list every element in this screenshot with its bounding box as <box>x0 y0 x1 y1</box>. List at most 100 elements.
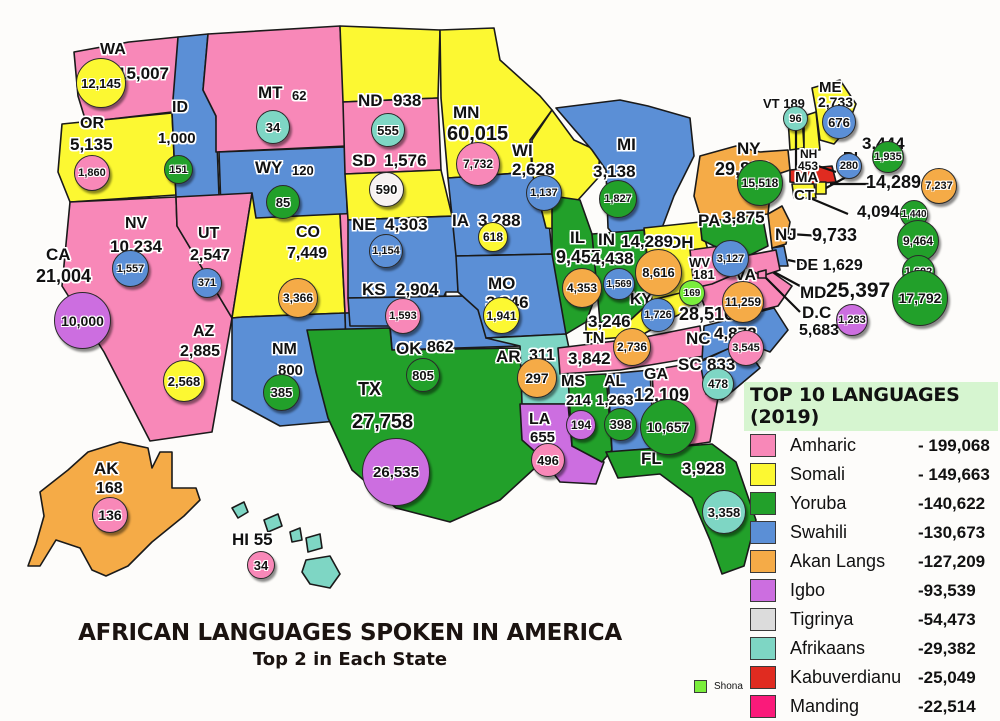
bubble-SC[interactable]: 478 <box>702 368 734 400</box>
bubble-IN[interactable]: 1,569 <box>603 268 635 300</box>
bubble-NV[interactable]: 1,557 <box>112 250 149 287</box>
legend-row-manding[interactable]: Manding -22,514 <box>750 692 998 721</box>
bubble-TX[interactable]: 26,535 <box>362 438 430 506</box>
state-DC[interactable] <box>757 269 767 279</box>
legend-row-akan-langs[interactable]: Akan Langs -127,209 <box>750 547 998 576</box>
bubble-MD[interactable]: 17,792 <box>892 270 948 326</box>
bubble-WY[interactable]: 85 <box>266 185 300 219</box>
legend-label: Tigrinya <box>790 609 854 629</box>
state-RI[interactable] <box>815 181 827 195</box>
bubble-KS[interactable]: 1,593 <box>385 298 421 334</box>
legend-label: Igbo <box>790 580 826 600</box>
state-MN[interactable] <box>439 27 553 179</box>
legend-swatch-amharic <box>750 434 776 457</box>
leader-de <box>787 258 817 268</box>
legend-row-somali[interactable]: Somali - 149,663 <box>750 460 998 489</box>
bubble-IL[interactable]: 4,353 <box>562 268 602 308</box>
bubble-ME[interactable]: 676 <box>822 105 856 139</box>
legend-swatch-somali <box>750 463 776 486</box>
legend-row-kabuverdianu[interactable]: Kabuverdianu -25,049 <box>750 663 998 692</box>
bubble-TN[interactable]: 2,736 <box>613 328 651 366</box>
bubble-RI[interactable]: 1,935 <box>872 141 904 173</box>
bubble-PA[interactable]: 3,127 <box>712 240 749 277</box>
legend-label: Swahili <box>790 522 848 542</box>
bubble-WV[interactable]: 169 <box>679 280 705 306</box>
bubble-NH[interactable]: 280 <box>836 153 862 179</box>
state-NH[interactable] <box>803 111 821 151</box>
legend-row-swahili[interactable]: Swahili -130,673 <box>750 518 998 547</box>
bubble-HI[interactable]: 34 <box>247 551 275 579</box>
state-NJ[interactable] <box>767 205 791 249</box>
bubble-MT[interactable]: 34 <box>256 110 290 144</box>
bubble-NY[interactable]: 15,518 <box>737 160 783 206</box>
bubble-OK[interactable]: 805 <box>406 358 440 392</box>
legend-extra-shona: Shona <box>694 680 743 693</box>
legend-label: Manding <box>790 696 860 716</box>
bubble-VA[interactable]: 11,259 <box>722 281 764 323</box>
state-FL[interactable] <box>605 443 757 575</box>
legend-label-shona: Shona <box>714 681 743 692</box>
state-CT[interactable] <box>791 183 817 199</box>
state-MI[interactable] <box>555 99 695 251</box>
bubble-OH[interactable]: 8,616 <box>635 249 682 296</box>
bubble-KY[interactable]: 1,726 <box>641 298 675 332</box>
legend-swatch-igbo <box>750 579 776 602</box>
bubble-MN[interactable]: 7,732 <box>456 142 500 186</box>
bubble-WA[interactable]: 12,145 <box>76 58 126 108</box>
legend-count: -127,209 <box>918 551 986 571</box>
legend-rows: Amharic - 199,068 Somali - 149,663 Yoruba -14… <box>744 431 998 721</box>
legend-row-tigrinya[interactable]: Tigrinya -54,473 <box>750 605 998 634</box>
legend-count: -93,539 <box>918 580 976 600</box>
bubble-AZ[interactable]: 2,568 <box>163 360 205 402</box>
bubble-CO[interactable]: 3,366 <box>278 278 318 318</box>
bubble-OR[interactable]: 1,860 <box>74 155 110 191</box>
legend-label: Somali <box>790 464 846 484</box>
legend-label: Yoruba <box>790 493 847 513</box>
bubble-CA[interactable]: 10,000 <box>54 292 111 349</box>
legend-label: Akan Langs <box>790 551 886 571</box>
legend-count: -25,049 <box>918 667 976 687</box>
bubble-SD[interactable]: 590 <box>369 172 404 207</box>
legend-row-amharic[interactable]: Amharic - 199,068 <box>750 431 998 460</box>
bubble-GA[interactable]: 10,657 <box>640 399 696 455</box>
bubble-MI[interactable]: 1,827 <box>599 180 637 218</box>
title-block: AFRICAN LANGUAGES SPOKEN IN AMERICA Top … <box>0 620 700 670</box>
leader-nh <box>811 162 837 174</box>
legend-count: -29,382 <box>918 638 976 658</box>
bubble-FL[interactable]: 3,358 <box>702 490 746 534</box>
bubble-VT[interactable]: 96 <box>783 106 808 131</box>
state-KS[interactable] <box>347 215 459 299</box>
leader-dc <box>765 277 801 313</box>
state-OR[interactable] <box>57 112 177 203</box>
bubble-AL[interactable]: 398 <box>604 408 637 441</box>
legend-row-yoruba[interactable]: Yoruba -140,622 <box>750 489 998 518</box>
legend-heading: TOP 10 LANGUAGES (2019) <box>744 382 998 431</box>
state-ND[interactable] <box>339 25 441 103</box>
legend-row-igbo[interactable]: Igbo -93,539 <box>750 576 998 605</box>
bubble-WI[interactable]: 1,137 <box>526 175 562 211</box>
bubble-ND[interactable]: 555 <box>371 113 405 147</box>
bubble-IA[interactable]: 618 <box>478 222 508 252</box>
legend-swatch-tigrinya <box>750 608 776 631</box>
bubble-NM[interactable]: 385 <box>263 374 300 411</box>
bubble-UT[interactable]: 371 <box>192 268 222 298</box>
bubble-DC[interactable]: 1,283 <box>836 304 868 336</box>
legend-count: -140,622 <box>918 493 986 513</box>
legend-swatch-afrikaans <box>750 637 776 660</box>
bubble-MA[interactable]: 7,237 <box>921 168 957 204</box>
bubble-MO[interactable]: 1,941 <box>483 297 520 334</box>
legend-row-afrikaans[interactable]: Afrikaans -29,382 <box>750 634 998 663</box>
legend-swatch-manding <box>750 695 776 718</box>
bubble-LA[interactable]: 496 <box>531 443 565 477</box>
bubble-MS[interactable]: 194 <box>566 410 596 440</box>
bubble-ID[interactable]: 151 <box>164 155 193 184</box>
legend-count: -54,473 <box>918 609 976 629</box>
state-HI[interactable] <box>231 501 341 589</box>
bubble-AK[interactable]: 136 <box>92 497 128 533</box>
bubble-NC[interactable]: 3,545 <box>728 330 764 366</box>
page-title: AFRICAN LANGUAGES SPOKEN IN AMERICA <box>78 620 622 646</box>
legend-swatch-shona <box>694 680 707 693</box>
bubble-NE[interactable]: 1,154 <box>369 234 403 268</box>
bubble-AR[interactable]: 297 <box>517 358 557 398</box>
